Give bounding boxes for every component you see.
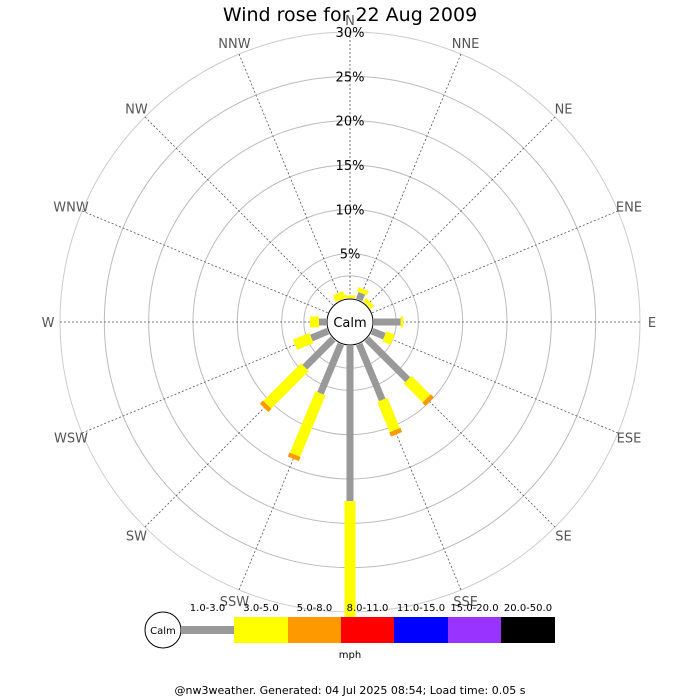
direction-label-se: SE bbox=[555, 530, 571, 545]
bar-sw-bin-2 bbox=[259, 400, 272, 413]
legend-label-0: 1.0-3.0 bbox=[190, 603, 225, 614]
spoke-ene bbox=[372, 210, 619, 314]
direction-label-sse: SSE bbox=[453, 595, 478, 610]
bar-sse-bin-0 bbox=[355, 342, 386, 402]
direction-label-wsw: WSW bbox=[54, 432, 88, 447]
radial-tick-2: 10% bbox=[336, 203, 365, 218]
legend-swatch-5 bbox=[448, 617, 501, 643]
legend-calm-label: Calm bbox=[150, 626, 176, 637]
bar-sw-bin-1 bbox=[263, 363, 309, 409]
legend-swatch-1 bbox=[234, 617, 288, 643]
spoke-nnw bbox=[238, 53, 342, 300]
bar-nne-bin-1 bbox=[356, 287, 369, 296]
bar-wsw-bin-1 bbox=[292, 332, 314, 350]
spoke-nw bbox=[144, 116, 334, 306]
footer-text: @nw3weather. Generated: 04 Jul 2025 08:5… bbox=[174, 684, 526, 697]
legend-swatch-4 bbox=[394, 617, 448, 643]
direction-label-n: N bbox=[345, 14, 355, 29]
wind-bars bbox=[259, 287, 434, 630]
legend-label-4: 11.0-15.0 bbox=[397, 603, 445, 614]
legend-swatch-6 bbox=[501, 617, 555, 643]
bar-se-bin-2 bbox=[422, 394, 434, 406]
radial-tick-4: 20% bbox=[336, 115, 365, 130]
legend-label-3: 8.0-11.0 bbox=[347, 603, 389, 614]
direction-spokes bbox=[60, 32, 640, 612]
bar-se-bin-1 bbox=[403, 375, 431, 403]
direction-label-nw: NW bbox=[125, 102, 148, 117]
radial-tick-labels: 5% 10% 15% 20% 25% 30% bbox=[336, 26, 365, 263]
spoke-nne bbox=[358, 53, 462, 300]
legend-swatch-0 bbox=[181, 626, 234, 634]
direction-label-ene: ENE bbox=[616, 200, 642, 215]
calm-circle-shape bbox=[326, 298, 374, 346]
speed-legend: Calm 1.0-3.0 3.0-5.0 5.0-8.0 8.0-11.0 11.0-15… bbox=[144, 603, 555, 661]
direction-label-nnw: NNW bbox=[218, 37, 250, 52]
bar-ne-bin-1 bbox=[363, 298, 374, 309]
legend-swatch-3 bbox=[341, 617, 394, 643]
radial-tick-3: 15% bbox=[336, 159, 365, 174]
legend-label-6: 20.0-50.0 bbox=[504, 603, 552, 614]
legend-label-5: 15.0-20.0 bbox=[450, 603, 498, 614]
calm-circle: Calm bbox=[326, 298, 374, 346]
radial-tick-6: 30% bbox=[336, 26, 365, 41]
bar-nnw-bin-1 bbox=[333, 291, 346, 302]
direction-label-wnw: WNW bbox=[53, 200, 89, 215]
direction-label-sw: SW bbox=[126, 530, 147, 545]
chart-title: Wind rose for 22 Aug 2009 bbox=[222, 4, 478, 26]
direction-label-ese: ESE bbox=[617, 432, 642, 447]
bar-se-bin-0 bbox=[364, 336, 411, 383]
spoke-ese bbox=[372, 330, 619, 434]
legend-label-1: 3.0-5.0 bbox=[243, 603, 278, 614]
bar-sse-bin-2 bbox=[389, 427, 403, 437]
bar-sse-bin-1 bbox=[377, 397, 400, 433]
spoke-ne bbox=[366, 116, 556, 306]
bar-wsw-bin-0 bbox=[310, 327, 330, 342]
bar-ese-bin-1 bbox=[382, 331, 395, 345]
bar-ssw-bin-2 bbox=[287, 452, 301, 462]
direction-labels: NNNENEENEEESESESSESSSWSWWSWWWNWNWNNW bbox=[42, 14, 657, 633]
bar-ese-bin-0 bbox=[370, 327, 386, 340]
spoke-wsw bbox=[81, 330, 328, 434]
legend-swatch-2 bbox=[288, 617, 341, 643]
legend-label-2: 5.0-8.0 bbox=[297, 603, 332, 614]
bar-nne-bin-0 bbox=[355, 291, 366, 302]
direction-label-ssw: SSW bbox=[220, 595, 250, 610]
radial-tick-5: 25% bbox=[336, 70, 365, 85]
direction-label-e: E bbox=[648, 316, 656, 331]
direction-label-nne: NNE bbox=[452, 37, 480, 52]
bar-sw-bin-0 bbox=[302, 336, 336, 370]
bar-ssw-bin-1 bbox=[289, 391, 326, 457]
direction-label-ne: NE bbox=[555, 102, 573, 117]
spoke-wnw bbox=[81, 210, 328, 314]
bar-ssw-bin-0 bbox=[317, 342, 345, 395]
calm-label: Calm bbox=[333, 316, 366, 331]
direction-label-w: W bbox=[42, 316, 55, 331]
legend-unit-label: mph bbox=[339, 650, 361, 661]
radial-tick-1: 5% bbox=[340, 248, 361, 263]
